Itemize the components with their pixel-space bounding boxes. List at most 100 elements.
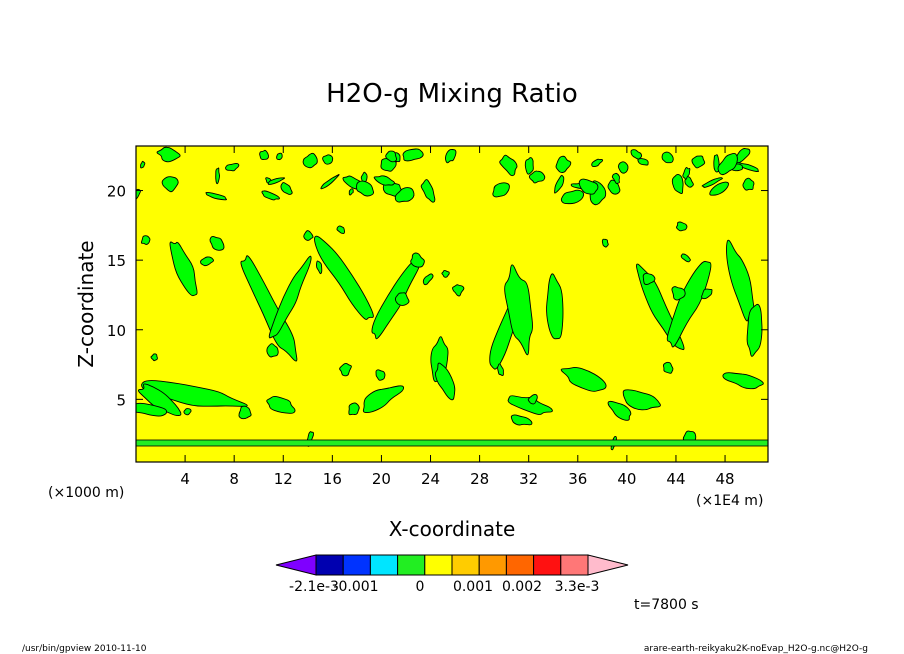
anomaly-patch [136,402,168,417]
plot-background [136,146,768,462]
anomaly-patch [617,161,629,174]
colorbar-swatch [533,554,562,576]
anomaly-patch [452,284,465,297]
anomaly-patch [671,174,684,194]
anomaly-patch [492,182,510,198]
x-tick-label: 16 [323,470,342,488]
y-axis-ticks: 5 10 15 20 [107,183,768,409]
anomaly-patch [339,362,352,377]
colorbar-swatch [397,554,426,576]
anomaly-patch [441,269,450,278]
anomaly-patch [322,154,334,165]
y-tick-label: 20 [107,183,126,201]
anomaly-patch [156,146,181,163]
anomaly-patch [303,230,314,241]
colorbar-label: 3.3e-3 [555,579,600,595]
anomaly-patch [717,153,738,176]
anomaly-patch [497,363,504,376]
x-unit-label: (×1000 m) [48,485,124,501]
anomaly-patch [422,273,434,286]
anomaly-patch [578,178,599,195]
anomaly-patch [314,235,374,320]
anomaly-patch [637,158,649,166]
anomaly-patch [499,154,518,177]
anomaly-patch [722,372,764,390]
anomaly-patch [601,238,609,248]
anomaly-patch [137,383,182,417]
anomaly-patch [394,292,410,306]
anomaly-patch [410,252,425,268]
anomaly-patch [336,225,346,234]
anomaly-patch [435,362,456,401]
anomaly-patch [662,361,674,374]
colorbar-swatch [560,554,589,576]
anomaly-patch [671,286,686,301]
anomaly-patch [642,272,656,285]
anomaly-patch [607,400,632,421]
colorbar-swatch [505,554,535,576]
x-tick-label: 12 [274,470,293,488]
anomaly-patch [546,273,564,340]
colorbar-label: 0.001 [453,579,493,595]
colorbar-swatch [315,554,344,576]
anomaly-patch [140,235,151,245]
x-axis-label: X-coordinate [389,517,516,541]
x-tick-label: 4 [180,470,190,488]
anomaly-patch [527,393,538,405]
anomaly-patch [682,166,691,180]
anomaly-patch [701,177,723,188]
anomaly-patch [225,162,240,172]
y-tick-label: 15 [107,252,126,270]
anomaly-patch [611,172,621,184]
x-axis-ticks: 4 8 12 16 20 24 28 32 36 40 44 48 [180,146,735,488]
x-tick-label: 32 [519,470,538,488]
anomaly-patch [316,260,323,275]
anomaly-patch [320,174,340,190]
anomaly-patch [141,380,248,407]
anomaly-patch [420,179,436,203]
anomaly-patch [746,303,763,357]
anomaly-patch [709,181,729,196]
anomaly-patch [356,180,374,197]
x-tick-label: 28 [470,470,489,488]
anomaly-patch [554,174,565,194]
anomaly-patch [666,260,712,348]
anomaly-patch [348,188,354,196]
colorbar [275,554,629,576]
anomaly-patch [560,367,607,392]
anomaly-patch [560,189,585,205]
anomaly-patch [268,255,312,339]
anomaly-patch [591,158,604,168]
anomaly-patch [209,235,225,251]
anomaly-patch [726,239,756,322]
x-tick-label: 44 [666,470,685,488]
anomaly-patch [375,369,386,381]
anomaly-patch [276,152,283,161]
anomaly-patch [140,160,146,169]
anomaly-patch [238,405,252,420]
y-axis-label: Z-coordinate [74,240,98,367]
anomaly-patch [691,155,706,169]
anomaly-patch [742,177,755,191]
anomaly-patch [348,402,360,416]
anomaly-patch [524,157,534,175]
anomaly-patch [267,177,286,185]
anomaly-patch [402,148,424,162]
y-tick-label: 5 [116,391,126,409]
anomaly-patch [622,389,661,411]
anomaly-patch [302,152,318,169]
anomaly-patch [205,191,227,201]
colorbar-swatch [369,554,399,576]
colorbar-high-arrow [587,554,629,576]
anomaly-patch [394,187,415,203]
colorbar-labels: -2.1e-3-0.001 0 0.001 0.002 3.3e-3 [289,579,599,595]
anomaly-patch [676,221,688,232]
anomaly-contours [136,146,764,451]
anomaly-patch [169,241,198,297]
anomaly-patch [701,288,713,300]
x-tick-label: 40 [617,470,636,488]
anomaly-patch [150,353,158,362]
anomaly-patch [555,155,572,173]
anomaly-patch [504,264,533,356]
